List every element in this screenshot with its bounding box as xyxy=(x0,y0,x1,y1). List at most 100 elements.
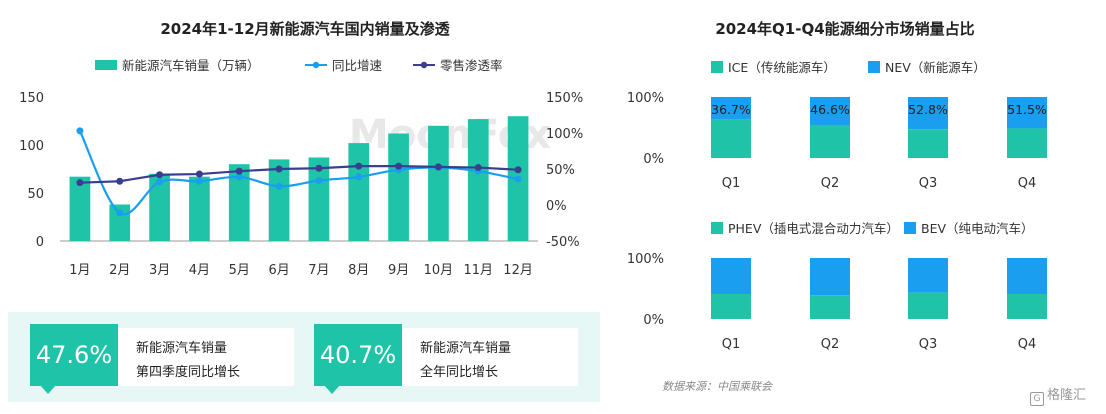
nev-split-segment-bottom xyxy=(908,292,948,319)
sales-bar xyxy=(428,125,449,241)
brand-logo: G 格隆汇 xyxy=(1030,384,1086,406)
x-tick-label: 6月 xyxy=(268,263,289,278)
x-tick-label: Q3 xyxy=(919,337,938,352)
penetration-point xyxy=(156,171,164,179)
legend-label: 零售渗透率 xyxy=(440,58,503,73)
yoy-growth-point xyxy=(195,177,203,185)
x-tick-label: 3月 xyxy=(149,263,170,278)
nev-split-segment-top xyxy=(908,258,948,293)
energy-share-segment-bottom xyxy=(1007,128,1047,158)
legend-label: BEV（纯电动汽车） xyxy=(921,221,1034,236)
penetration-point xyxy=(315,164,323,172)
sales-bar xyxy=(388,133,409,241)
y2-tick-label: 50% xyxy=(546,163,575,178)
sales-bar xyxy=(467,119,489,241)
legend-marker xyxy=(420,61,428,69)
yoy-growth-point xyxy=(355,173,363,181)
legend-label: NEV（新能源车） xyxy=(885,60,986,75)
yoy-growth-point xyxy=(76,127,84,135)
sales-bar xyxy=(268,159,290,241)
legend-label: ICE（传统能源车） xyxy=(728,60,836,75)
penetration-point xyxy=(514,166,522,174)
sales-bar xyxy=(69,176,91,241)
kpi-label: 新能源汽车销量 xyxy=(136,341,228,356)
x-tick-label: 2月 xyxy=(109,263,130,278)
kpi-value: 47.6% xyxy=(30,324,118,394)
kpi-card: 新能源汽车销量 全年同比增长 xyxy=(402,328,578,386)
x-tick-label: Q4 xyxy=(1018,337,1037,352)
y2-tick-label: 150% xyxy=(546,91,583,106)
y-tick-label: 0% xyxy=(643,313,664,328)
legend-swatch xyxy=(904,222,916,234)
x-tick-label: Q2 xyxy=(821,176,840,191)
energy-share-segment-top xyxy=(810,97,850,126)
x-tick-label: Q1 xyxy=(722,176,741,191)
y2-tick-label: 0% xyxy=(546,199,567,214)
penetration-point xyxy=(355,162,363,170)
y-tick-label: 0 xyxy=(36,235,44,250)
energy-share-segment-bottom xyxy=(711,119,751,158)
x-tick-label: Q3 xyxy=(919,176,938,191)
y2-tick-label: 100% xyxy=(546,127,583,142)
nev-split-segment-top xyxy=(1007,258,1047,294)
penetration-point xyxy=(275,165,283,173)
y-tick-label: 0% xyxy=(643,152,664,167)
x-tick-label: 5月 xyxy=(229,263,250,278)
x-tick-label: 9月 xyxy=(388,263,409,278)
kpi-value: 40.7% xyxy=(314,324,402,394)
energy-share-segment-bottom xyxy=(810,125,850,158)
x-tick-label: 1月 xyxy=(69,263,90,278)
penetration-point xyxy=(76,179,84,187)
y-tick-label: 150 xyxy=(19,91,44,106)
legend-label: 新能源汽车销量（万辆） xyxy=(122,58,260,73)
energy-share-segment-top xyxy=(908,97,948,130)
sales-bar xyxy=(308,157,330,241)
sales-bar xyxy=(228,164,250,241)
kpi-label: 新能源汽车销量 xyxy=(420,341,512,356)
chart-title: 2024年1-12月新能源汽车国内销量及渗透 xyxy=(160,20,450,38)
y-tick-label: 50 xyxy=(27,187,44,202)
data-label: 46.6% xyxy=(810,102,850,117)
energy-share-segment-top xyxy=(711,97,751,120)
y-tick-label: 100% xyxy=(627,252,664,267)
nev-split-segment-top xyxy=(711,258,751,294)
source-note: 数据来源：中国乘联会 xyxy=(662,380,772,393)
x-tick-label: Q1 xyxy=(722,337,741,352)
penetration-point xyxy=(235,167,243,175)
data-label: 52.8% xyxy=(908,102,948,117)
legend-swatch xyxy=(868,61,880,73)
sales-bar xyxy=(149,173,170,241)
kpi-card: 新能源汽车销量 第四季度同比增长 xyxy=(118,328,294,386)
yoy-growth-point xyxy=(156,178,164,186)
data-label: 36.7% xyxy=(711,102,751,117)
legend-swatch xyxy=(711,222,723,234)
penetration-point xyxy=(474,164,482,172)
nev-split-segment-bottom xyxy=(711,293,751,319)
yoy-growth-point xyxy=(235,173,243,181)
kpi-annual-growth: 40.7% 新能源汽车销量 全年同比增长 xyxy=(314,324,584,394)
x-tick-label: Q4 xyxy=(1018,176,1037,191)
x-tick-label: 7月 xyxy=(308,263,329,278)
y-tick-label: 100 xyxy=(19,139,44,154)
yoy-growth-point xyxy=(116,209,124,217)
kpi-panel: 47.6% 新能源汽车销量 第四季度同比增长 40.7% 新能源汽车销量 全年同… xyxy=(8,312,600,402)
yoy-growth-point xyxy=(514,175,522,183)
x-tick-label: 12月 xyxy=(503,263,533,278)
penetration-point xyxy=(434,163,442,171)
y2-tick-label: -50% xyxy=(546,235,580,250)
legend-marker xyxy=(312,61,320,69)
brand-icon: G xyxy=(1030,392,1044,406)
legend-label: 同比增速 xyxy=(332,58,383,73)
legend-swatch xyxy=(711,61,723,73)
x-tick-label: 11月 xyxy=(463,263,493,278)
nev-split-segment-bottom xyxy=(1007,293,1047,319)
brand-name: 格隆汇 xyxy=(1047,388,1087,403)
penetration-point xyxy=(395,162,403,170)
kpi-q4-growth: 47.6% 新能源汽车销量 第四季度同比增长 xyxy=(30,324,300,394)
penetration-point xyxy=(116,177,124,185)
legend-label: PHEV（插电式混合动力汽车） xyxy=(728,221,899,236)
penetration-line xyxy=(79,165,519,184)
x-tick-label: 8月 xyxy=(348,263,369,278)
nev-split-segment-top xyxy=(810,258,850,296)
